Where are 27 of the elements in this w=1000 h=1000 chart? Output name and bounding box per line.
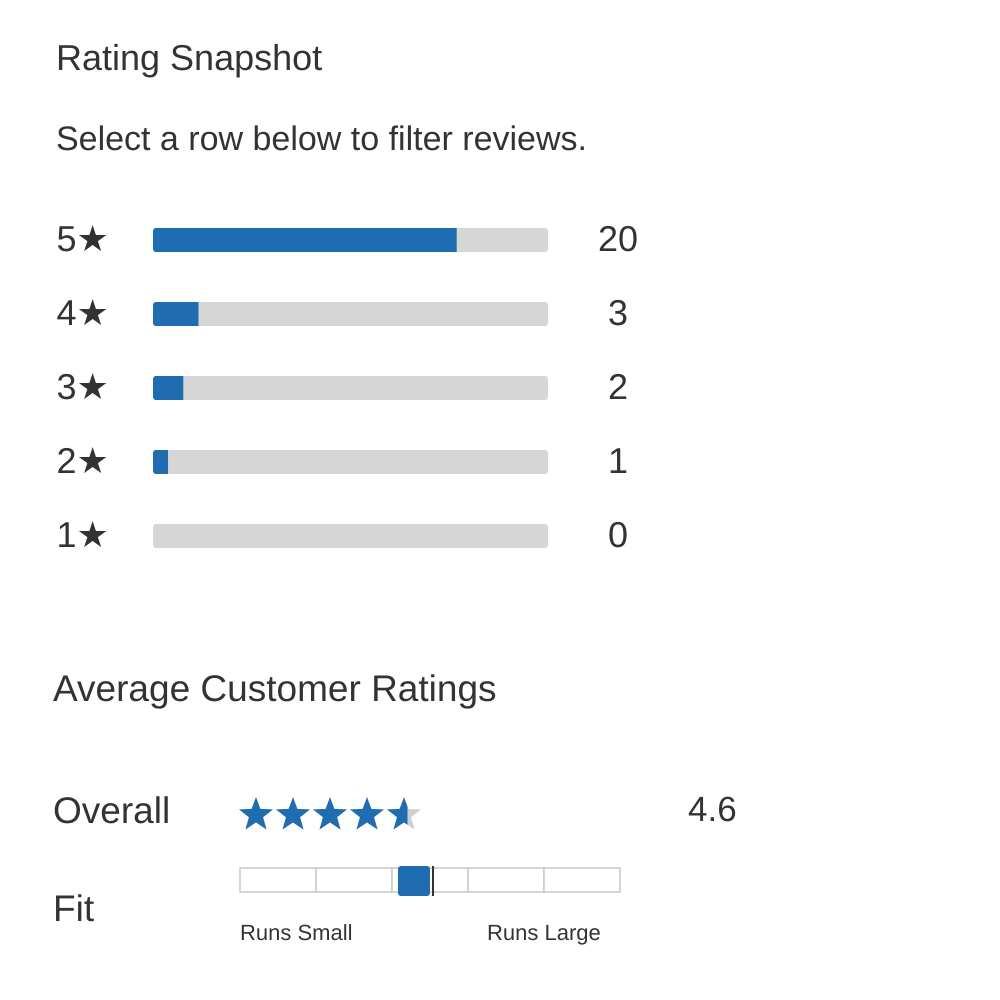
- text: Fit: [53, 888, 94, 930]
- y-tick-label: 4★: [56, 292, 108, 333]
- data-label: 20: [598, 218, 638, 259]
- y-tick-label: 3★: [56, 366, 108, 407]
- text: Average Customer Ratings: [53, 668, 497, 710]
- bar: [153, 450, 168, 474]
- y-tick-label: 5★: [56, 218, 108, 259]
- y-tick-label: 1★: [56, 514, 108, 555]
- bar: [198, 302, 548, 326]
- bar: [153, 524, 548, 548]
- data-label: 0: [608, 514, 628, 555]
- text: 4.6: [688, 790, 737, 830]
- bar: [153, 302, 199, 326]
- bar: [153, 376, 184, 400]
- text: Overall: [53, 790, 170, 832]
- text: Runs Small: [240, 920, 352, 946]
- data-label: 3: [608, 292, 628, 333]
- chart-subtitle: Select a row below to filter reviews.: [56, 120, 587, 158]
- bar: [153, 228, 457, 252]
- bar: [168, 450, 548, 474]
- bar: [183, 376, 548, 400]
- bar: [456, 228, 548, 252]
- y-tick-label: 2★: [56, 440, 108, 481]
- chart-title: Rating Snapshot: [56, 37, 322, 78]
- data-label: 1: [608, 440, 628, 481]
- data-label: 2: [608, 366, 628, 407]
- text: Runs Large: [487, 920, 601, 946]
